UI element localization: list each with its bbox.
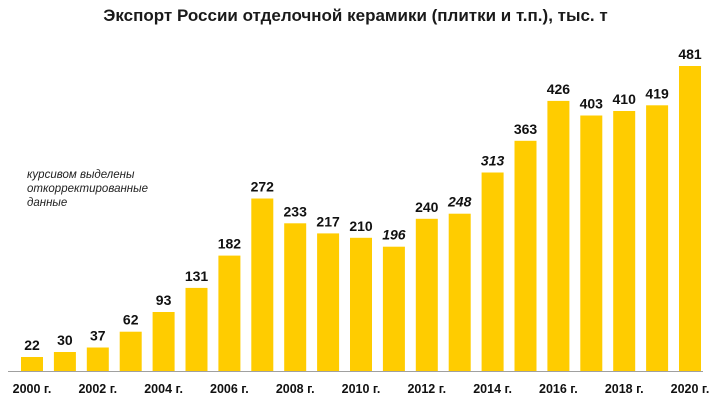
note-line-1: курсивом выделены: [27, 169, 135, 181]
value-label-2010: 210: [349, 218, 373, 234]
bar-2014: [481, 172, 504, 371]
bar-2005: [185, 287, 208, 371]
bar-2009: [317, 233, 340, 371]
bar-2019: [646, 105, 669, 372]
value-label-2016: 426: [547, 81, 571, 97]
value-label-2005: 131: [185, 268, 209, 284]
corrected-data-note: курсивом выделены откорректированные дан…: [27, 168, 187, 210]
bar-2020: [679, 66, 701, 371]
value-label-2001: 30: [57, 332, 73, 348]
bar-2013: [448, 213, 471, 371]
bar-2001: [53, 352, 76, 371]
bar-2006: [218, 255, 241, 371]
x-tick-label-2014: 2014 г.: [473, 382, 512, 396]
bar-2012: [415, 218, 438, 371]
value-label-2002: 37: [90, 328, 106, 344]
value-label-2011: 196: [382, 227, 406, 243]
value-label-2003: 62: [123, 312, 139, 328]
x-tick-label-2000: 2000 г.: [13, 382, 52, 396]
value-label-2006: 182: [218, 236, 242, 252]
x-tick-label-2020: 2020 г.: [671, 382, 710, 396]
note-line-3: данные: [27, 197, 68, 209]
value-label-2017: 403: [580, 96, 604, 112]
value-label-2019: 419: [645, 85, 669, 101]
value-label-2007: 272: [251, 179, 275, 195]
bar-2016: [547, 100, 570, 372]
value-label-2018: 410: [613, 91, 637, 107]
bar-2011: [382, 246, 405, 371]
x-tick-label-2002: 2002 г.: [78, 382, 117, 396]
bar-2004: [152, 312, 175, 371]
bar-2007: [251, 198, 274, 371]
bar-2008: [284, 223, 307, 371]
chart-title: Экспорт России отделочной керамики (плит…: [103, 6, 608, 25]
x-tick-label-2016: 2016 г.: [539, 382, 578, 396]
note-line-2: откорректированные: [27, 183, 148, 195]
x-tick-label-2010: 2010 г.: [342, 382, 381, 396]
x-tick-label-2004: 2004 г.: [144, 382, 183, 396]
x-tick-label-2012: 2012 г.: [407, 382, 446, 396]
value-label-2012: 240: [415, 199, 439, 215]
x-tick-label-2006: 2006 г.: [210, 382, 249, 396]
x-tick-label-2018: 2018 г.: [605, 382, 644, 396]
bar-2017: [580, 115, 603, 371]
x-tick-label-2008: 2008 г.: [276, 382, 315, 396]
bar-2010: [350, 237, 372, 371]
value-label-2013: 248: [447, 194, 472, 210]
value-label-2009: 217: [316, 213, 340, 229]
value-label-2000: 22: [24, 337, 40, 353]
value-label-2020: 481: [678, 46, 702, 62]
bar-2015: [514, 140, 537, 371]
value-label-2015: 363: [514, 121, 538, 137]
value-label-2004: 93: [156, 292, 172, 308]
bar-2002: [86, 347, 109, 371]
value-label-2008: 233: [284, 203, 308, 219]
bar-2018: [613, 111, 636, 371]
bar-2000: [21, 357, 43, 371]
bar-2003: [119, 331, 142, 371]
value-label-2014: 313: [481, 153, 505, 169]
